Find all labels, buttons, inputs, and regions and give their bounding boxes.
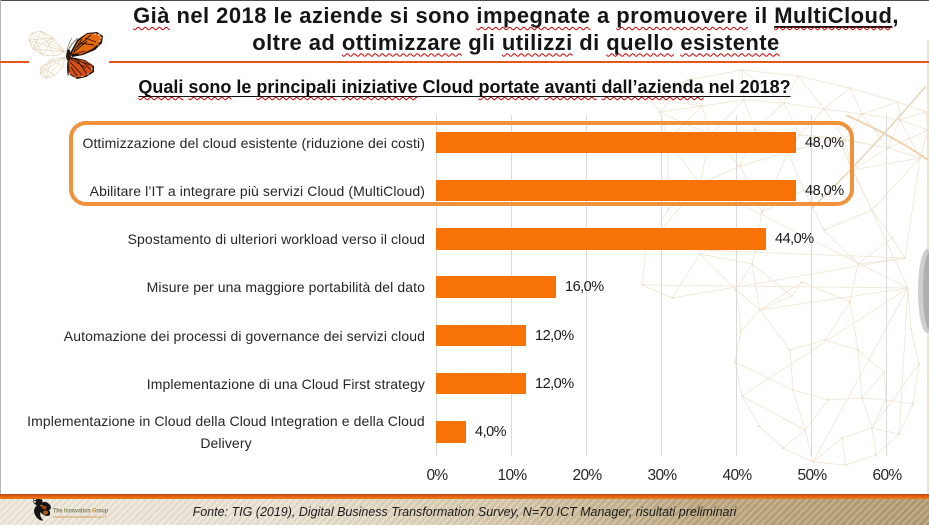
svg-text:Innovating business and organi: Innovating business and organizations th… [53,515,107,519]
svg-text:The Innovation Group: The Innovation Group [53,509,108,515]
